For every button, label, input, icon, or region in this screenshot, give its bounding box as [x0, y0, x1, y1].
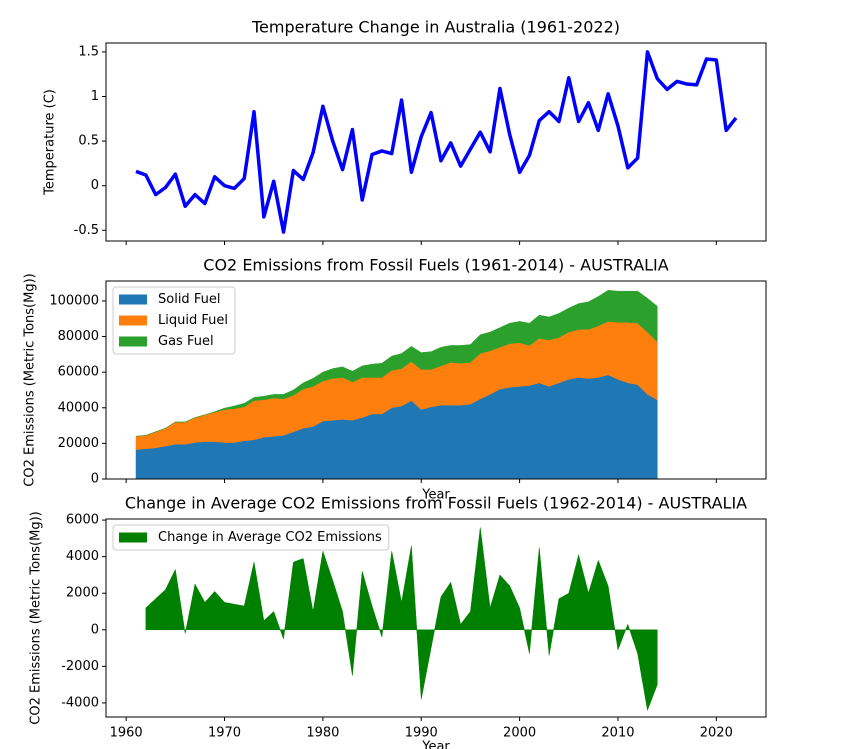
y-tick-label: 1.5	[78, 44, 99, 59]
axes-frame	[105, 42, 767, 242]
x-axis-label: Year	[421, 488, 450, 503]
axes-frame	[105, 280, 767, 480]
axes-frame	[105, 518, 767, 718]
y-tick-label: 40000	[58, 400, 99, 415]
y-tick-label: 20000	[58, 436, 99, 451]
legend-label: Liquid Fuel	[158, 313, 228, 328]
legend-label: Change in Average CO2 Emissions	[158, 530, 382, 545]
x-tick-label: 2010	[601, 726, 634, 741]
y-tick-label: 0	[91, 178, 99, 193]
legend-frame	[112, 524, 390, 551]
y-axis-label: CO2 Emissions (Metric Tons(Mg))	[23, 273, 38, 486]
x-axis-label: Year	[421, 740, 450, 749]
legend-swatch	[119, 336, 147, 347]
stacked-area	[135, 290, 658, 437]
y-tick-label: 0	[91, 472, 99, 487]
line	[135, 50, 738, 234]
y-tick-label: 80000	[58, 329, 99, 344]
legend: Solid Fuel Liquid Fuel Gas Fuel	[112, 286, 236, 355]
plot-area	[135, 290, 658, 479]
chart-title: CO2 Emissions from Fossil Fuels (1961-20…	[203, 256, 668, 275]
x-tick-label: 1990	[405, 726, 438, 741]
y-tick-label: 60000	[58, 365, 99, 380]
y-tick-label: 0	[91, 622, 99, 637]
y-tick-label: -0.5	[74, 223, 99, 238]
y-axis-label: CO2 Emissions (Metric Tons(Mg))	[29, 511, 44, 724]
legend-swatch	[119, 315, 147, 326]
y-tick-label: -2000	[61, 659, 99, 674]
y-tick-label: 1	[91, 89, 99, 104]
x-tick-label: 2020	[700, 726, 733, 741]
legend-swatch	[119, 532, 147, 543]
y-axis-label: Temperature (C)	[43, 89, 58, 196]
legend: Change in Average CO2 Emissions	[112, 524, 390, 551]
x-tick-label: 2000	[503, 726, 536, 741]
y-tick-label: 6000	[66, 513, 99, 528]
chart-title: Change in Average CO2 Emissions from Fos…	[125, 494, 747, 513]
plot-area	[145, 527, 658, 712]
x-tick-label: 1980	[306, 726, 339, 741]
x-tick-label: 1970	[208, 726, 241, 741]
y-tick-label: 0.5	[78, 134, 99, 149]
y-tick-label: 4000	[66, 549, 99, 564]
fill-area	[145, 527, 658, 712]
legend-label: Gas Fuel	[158, 334, 214, 349]
plot-area	[135, 50, 738, 234]
legend-label: Solid Fuel	[158, 292, 220, 307]
x-tick-label: 1960	[110, 726, 143, 741]
y-tick-label: -4000	[61, 695, 99, 710]
legend-swatch	[119, 294, 147, 305]
chart-title: Temperature Change in Australia (1961-20…	[251, 18, 620, 37]
y-tick-label: 100000	[49, 293, 99, 308]
y-tick-label: 2000	[66, 586, 99, 601]
